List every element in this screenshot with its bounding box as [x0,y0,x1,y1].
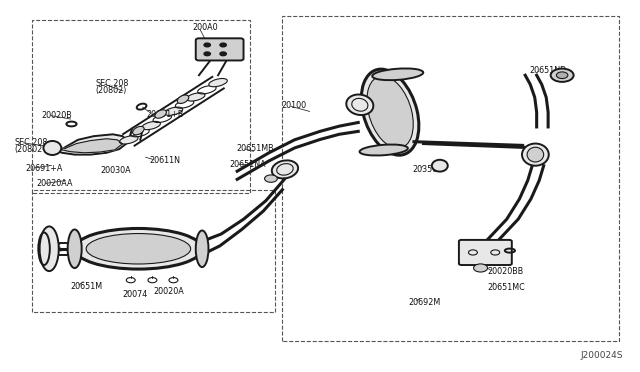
Text: (20802+A): (20802+A) [14,145,58,154]
Ellipse shape [367,76,413,148]
Text: 20691+A: 20691+A [26,164,63,173]
Circle shape [204,52,211,56]
Circle shape [556,72,568,78]
Ellipse shape [527,147,543,162]
Circle shape [220,52,227,56]
Circle shape [220,43,227,47]
Circle shape [474,264,488,272]
Ellipse shape [360,144,408,155]
Ellipse shape [40,227,59,271]
Text: 20074: 20074 [122,291,148,299]
Text: 20651MB: 20651MB [236,144,273,153]
Text: 20020A: 20020A [153,287,184,296]
Ellipse shape [164,107,183,115]
Polygon shape [62,139,122,153]
Ellipse shape [272,160,298,179]
Ellipse shape [44,141,61,155]
Ellipse shape [209,78,227,87]
Circle shape [204,43,211,47]
Ellipse shape [132,126,144,135]
Circle shape [550,68,573,82]
FancyBboxPatch shape [459,240,512,265]
Text: 20691+B: 20691+B [147,110,184,119]
Ellipse shape [362,69,419,155]
Ellipse shape [196,231,209,267]
Ellipse shape [155,110,166,118]
Ellipse shape [372,68,423,80]
Text: 20651M: 20651M [70,282,102,291]
Text: 20651ND: 20651ND [529,66,566,75]
Text: SEC.208: SEC.208 [14,138,47,147]
Text: 20100: 20100 [282,101,307,110]
Text: (20802): (20802) [96,86,127,95]
Ellipse shape [346,94,373,115]
Text: SEC.208: SEC.208 [96,79,129,88]
Text: J200024S: J200024S [580,350,623,359]
Ellipse shape [120,136,138,144]
Polygon shape [52,134,129,155]
Ellipse shape [68,230,82,268]
Text: 20020BB: 20020BB [487,267,524,276]
Ellipse shape [75,228,202,269]
Text: 20651MC: 20651MC [487,283,525,292]
Ellipse shape [186,93,205,101]
Text: 200A0: 200A0 [193,23,218,32]
Text: 20350: 20350 [412,165,438,174]
Ellipse shape [86,234,191,264]
Text: 20651NA: 20651NA [230,160,266,169]
Text: 20020B: 20020B [42,110,72,120]
Text: 20020AA: 20020AA [36,179,73,188]
Ellipse shape [432,160,448,171]
Ellipse shape [522,144,548,166]
Ellipse shape [177,95,189,103]
Text: 20692M: 20692M [408,298,440,307]
FancyBboxPatch shape [196,38,244,61]
Text: 20695: 20695 [36,244,62,253]
Ellipse shape [142,121,161,130]
Circle shape [264,175,277,182]
Text: 20611N: 20611N [149,155,180,165]
Text: 20030A: 20030A [100,166,131,174]
